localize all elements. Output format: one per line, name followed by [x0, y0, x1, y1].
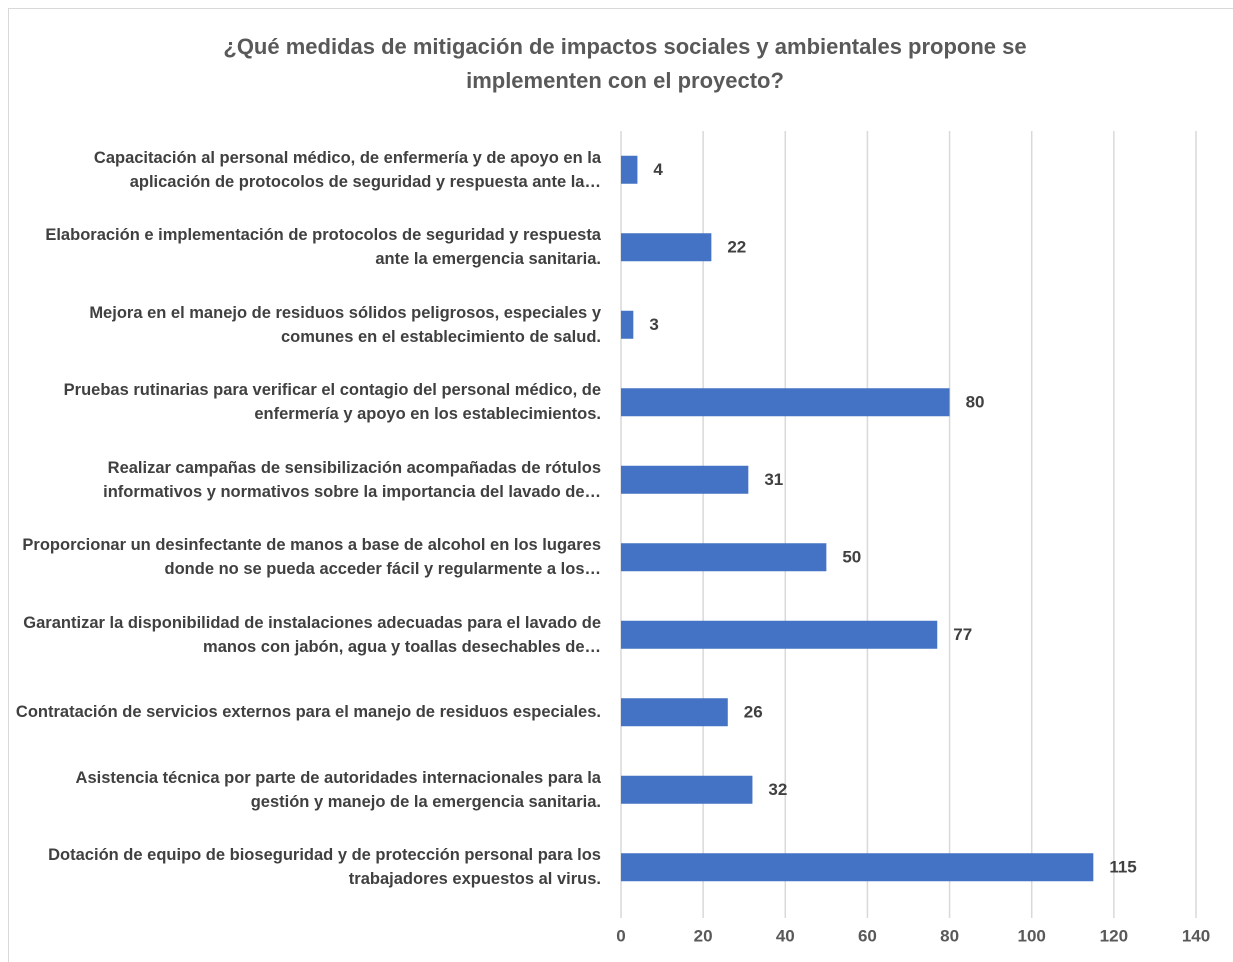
y-tick-label: Dotación de equipo de bioseguridad y de …	[48, 846, 601, 889]
value-label: 115	[1109, 858, 1136, 877]
value-label: 50	[842, 548, 861, 567]
y-tick-label: Capacitación al personal médico, de enfe…	[93, 148, 601, 191]
bar	[621, 543, 827, 572]
value-label: 3	[649, 315, 658, 334]
bar	[621, 155, 638, 184]
bar	[621, 775, 753, 804]
x-tick-label: 20	[694, 926, 713, 945]
y-tick-label: Mejora en el manejo de residuos sólidos …	[89, 303, 601, 346]
x-tick-label: 0	[616, 926, 625, 945]
bar	[621, 388, 950, 417]
y-tick-label: Pruebas rutinarias para verificar el con…	[63, 381, 601, 424]
x-tick-label: 120	[1100, 926, 1128, 945]
value-label: 26	[744, 703, 763, 722]
x-tick-label: 40	[776, 926, 795, 945]
y-tick-label: Realizar campañas de sensibilización aco…	[103, 458, 601, 501]
y-tick-label: Garantizar la disponibilidad de instalac…	[23, 613, 601, 656]
value-label: 32	[768, 780, 787, 799]
y-tick-label: Asistencia técnica por parte de autorida…	[75, 768, 601, 811]
value-label: 31	[764, 470, 783, 489]
y-tick-label: Proporcionar un desinfectante de manos a…	[22, 536, 601, 579]
chart-title: ¿Qué medidas de mitigación de impactos s…	[223, 34, 1027, 93]
chart-frame	[8, 8, 1233, 962]
value-label: 77	[953, 625, 972, 644]
bar	[621, 620, 938, 649]
y-tick-label: Contratación de servicios externos para …	[15, 703, 601, 722]
bar	[621, 853, 1094, 882]
bar	[621, 233, 712, 262]
x-tick-label: 60	[858, 926, 877, 945]
x-tick-label: 100	[1018, 926, 1046, 945]
y-tick-label: Elaboración e implementación de protocol…	[45, 226, 601, 269]
x-tick-label: 80	[940, 926, 959, 945]
bar	[621, 310, 634, 339]
value-label: 4	[653, 160, 663, 179]
value-label: 22	[727, 238, 746, 257]
bar	[621, 465, 749, 494]
bar	[621, 698, 728, 727]
x-tick-label: 140	[1182, 926, 1210, 945]
value-label: 80	[966, 393, 985, 412]
